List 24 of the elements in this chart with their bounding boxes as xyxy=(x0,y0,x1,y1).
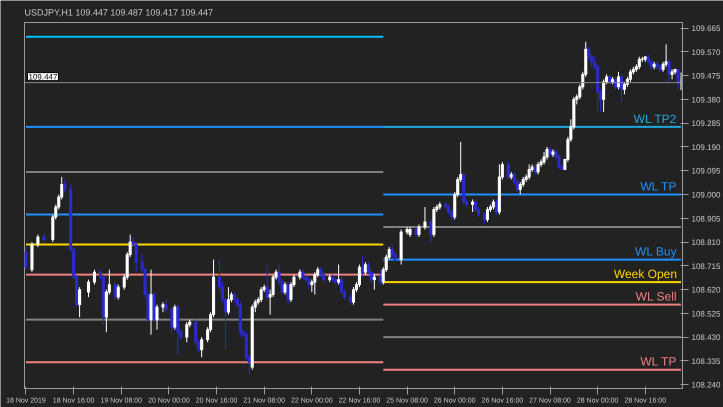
series-label: Week Open xyxy=(614,267,678,282)
y-tick-label: 108.715 xyxy=(692,262,721,271)
chart-title: USDJPY,H1 109.447 109.487 109.417 109.447 xyxy=(24,8,213,18)
series-label: WL TP xyxy=(640,354,676,369)
y-tick-label: 109.475 xyxy=(692,72,721,81)
y-tick-label: 109.000 xyxy=(692,190,721,200)
series-label: WL TP2 xyxy=(634,112,677,126)
series-label: WL TP xyxy=(640,179,676,194)
y-tick-label: 108.240 xyxy=(692,380,721,390)
y-tick-label: 108.905 xyxy=(692,214,721,224)
ref-line-label: 109.447 xyxy=(28,72,58,82)
y-tick-label: 108.620 xyxy=(692,286,721,295)
y-tick-label: 109.665 xyxy=(692,24,721,34)
series-label: WL Buy xyxy=(635,244,677,259)
y-tick-label: 109.190 xyxy=(692,142,721,152)
y-tick-label: 109.380 xyxy=(692,95,721,104)
y-tick-label: 108.335 xyxy=(692,356,721,366)
y-tick-label: 108.810 xyxy=(692,238,721,248)
y-tick-label: 109.570 xyxy=(692,48,721,57)
series-label: WL Sell xyxy=(636,290,677,304)
y-tick-label: 109.095 xyxy=(692,166,721,176)
y-tick-label: 109.285 xyxy=(692,119,721,128)
y-tick-label: 108.430 xyxy=(692,333,721,342)
y-tick-label: 108.525 xyxy=(692,309,721,318)
